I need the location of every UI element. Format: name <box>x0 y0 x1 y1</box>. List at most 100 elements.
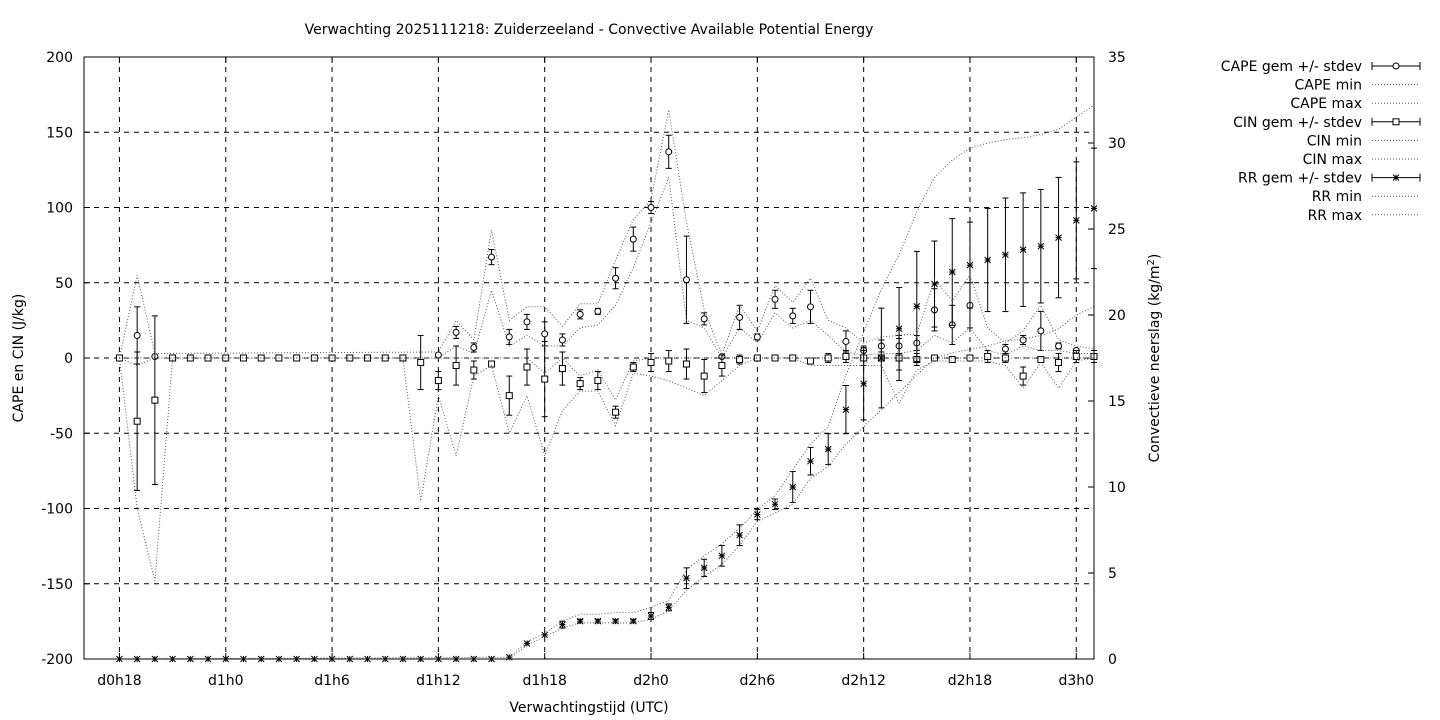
data-point-square <box>186 354 194 362</box>
data-point-square <box>1037 356 1045 364</box>
x-tick-label: d2h6 <box>740 673 776 689</box>
y-tick-label: -50 <box>50 426 73 442</box>
series-cin-max <box>119 357 1094 402</box>
data-point-square <box>328 354 336 362</box>
data-point-star <box>647 612 655 620</box>
data-point-star <box>736 531 743 539</box>
y-tick-label: 100 <box>46 201 73 217</box>
data-point-circle <box>541 330 549 338</box>
x-tick-label: d2h12 <box>841 673 885 689</box>
data-point-circle <box>1001 345 1009 353</box>
x-tick-label: d1h12 <box>416 673 460 689</box>
y2-axis-label-sup: 2 <box>1146 259 1157 265</box>
data-point-square <box>736 356 744 364</box>
data-point-star <box>860 380 868 388</box>
legend-label: RR max <box>1308 208 1362 224</box>
data-point-star <box>559 621 566 628</box>
legend-label: CAPE min <box>1295 78 1363 94</box>
data-point-square <box>434 377 442 385</box>
data-point-circle <box>682 276 690 284</box>
data-point-circle <box>789 312 797 320</box>
data-point-square <box>151 396 159 404</box>
data-point-square <box>133 417 141 425</box>
series-rr-min <box>119 305 1095 660</box>
data-point-star <box>700 564 708 572</box>
legend: CAPE gem +/- stdev CAPE min CAPE max CIN ge… <box>1221 59 1421 224</box>
data-point-circle <box>576 310 584 318</box>
y2-axis-label-main: Convectieve neerslag (kg/m <box>1147 265 1163 462</box>
y-tick-label: 200 <box>46 50 73 66</box>
data-point-square <box>204 354 212 362</box>
data-point-star <box>683 574 690 582</box>
data-point-square <box>364 354 372 362</box>
y-tick-label: -100 <box>41 502 73 518</box>
data-point-square <box>381 354 389 362</box>
y2-tick-label: 15 <box>1108 394 1126 410</box>
y2-tick-label: 20 <box>1108 308 1126 324</box>
dotted-line <box>119 357 1094 402</box>
y-tick-label: -150 <box>41 577 73 593</box>
data-point-square <box>488 360 496 368</box>
data-point-circle <box>470 343 478 351</box>
data-point-square <box>523 363 531 371</box>
dotted-line <box>119 104 1095 660</box>
chart-title: Verwachting 2025111218: Zuiderzeeland - … <box>305 22 874 38</box>
data-point-star <box>948 268 956 276</box>
data-point-square <box>682 360 690 368</box>
series-cin-gem-stdev <box>115 315 1098 491</box>
data-point-square <box>629 363 637 371</box>
data-point-square <box>222 354 230 362</box>
data-point-square <box>346 354 354 362</box>
data-point-square <box>647 359 655 367</box>
data-point-star <box>771 500 779 508</box>
dotted-line <box>119 177 1094 367</box>
y2-tick-label: 5 <box>1108 566 1117 582</box>
x-axis-ticks: d0h18 d1h0 d1h6 d1h12 d1h18 d2h0 d2h6 d2h12 d2h1… <box>97 57 1094 689</box>
data-point-circle <box>133 331 141 339</box>
data-point-square <box>931 354 939 362</box>
data-point-square <box>239 354 247 362</box>
legend-label: CAPE max <box>1290 96 1362 112</box>
data-point-square <box>169 354 177 362</box>
y2-tick-label: 10 <box>1108 480 1126 496</box>
data-point-circle <box>523 318 531 326</box>
y2-tick-label: 0 <box>1108 652 1117 668</box>
left-axis-ticks: -200 -150 -100 -50 0 50 100 150 200 <box>41 50 90 668</box>
data-point-star <box>1072 217 1080 224</box>
x-tick-label: d1h18 <box>522 673 566 689</box>
y2-axis-label-end: ) <box>1147 254 1163 259</box>
data-point-square <box>1055 359 1063 367</box>
data-point-star <box>753 511 761 518</box>
y-tick-label: 0 <box>64 351 73 367</box>
data-point-square <box>541 375 549 383</box>
data-point-star <box>718 552 726 560</box>
data-point-star <box>984 256 992 264</box>
data-point-star <box>1019 246 1027 253</box>
right-axis-ticks: 0 5 10 15 20 25 30 35 <box>1088 50 1126 668</box>
data-point-square <box>665 357 673 365</box>
series-rr-max <box>119 104 1095 660</box>
data-point-star <box>523 640 531 647</box>
data-point-circle <box>771 295 779 303</box>
data-point-star <box>807 457 814 465</box>
data-point-square <box>806 357 814 365</box>
data-point-star <box>594 617 602 625</box>
data-point-square <box>1392 118 1400 126</box>
data-point-square <box>417 359 425 367</box>
data-point-square <box>470 366 478 374</box>
x-tick-label: d2h0 <box>633 673 669 689</box>
data-point-star <box>541 631 549 639</box>
data-point-circle <box>505 333 513 341</box>
data-point-star <box>789 483 797 491</box>
data-point-square <box>984 352 992 360</box>
data-point-star <box>842 406 850 413</box>
series-cin-min <box>118 357 1095 581</box>
data-point-square <box>1019 372 1027 380</box>
data-point-circle <box>700 315 708 323</box>
data-point-square <box>576 380 584 388</box>
data-point-star <box>505 653 513 661</box>
data-point-square <box>452 362 460 370</box>
data-point-star <box>629 617 637 625</box>
data-point-circle <box>594 307 602 315</box>
data-point-star <box>665 604 673 611</box>
